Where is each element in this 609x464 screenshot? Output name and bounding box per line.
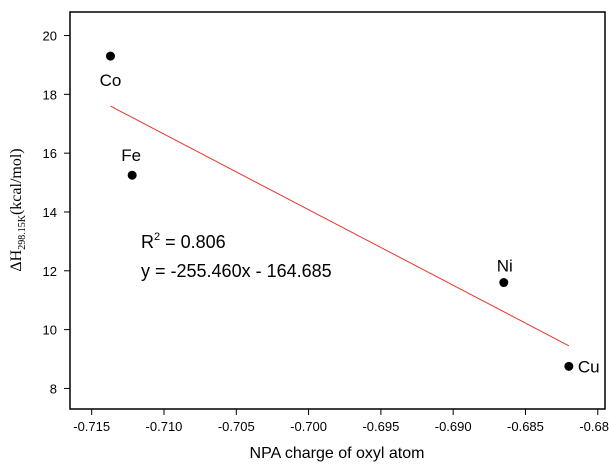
data-point-co [105, 51, 115, 61]
r-squared-annotation: R2 = 0.806 [141, 231, 226, 252]
plot-frame [69, 11, 606, 410]
point-label-cu: Cu [578, 357, 600, 376]
y-axis-ticks: 8 10 12 14 16 18 20 [43, 29, 70, 396]
x-tick-label: -0.685 [507, 419, 544, 434]
data-points [105, 51, 574, 371]
data-point-cu [564, 361, 574, 371]
r-squared-base: R [141, 232, 154, 252]
y-axis-title: ΔH298.15K(kcal/mol) [8, 148, 28, 271]
x-tick-label: -0.690 [435, 419, 472, 434]
y-tick-label: 14 [43, 205, 57, 220]
y-tick-label: 8 [50, 381, 57, 396]
r-squared-superscript: 2 [154, 231, 160, 243]
y-axis-title-unit: (kcal/mol) [8, 148, 25, 215]
y-tick-label: 10 [43, 323, 57, 338]
data-point-labels: Co Fe Ni Cu [100, 71, 600, 376]
point-label-co: Co [100, 71, 122, 90]
x-axis-ticks: -0.715 -0.710 -0.705 -0.700 -0.695 -0.690 -0.6… [73, 409, 609, 434]
regression-equation: y = -255.460x - 164.685 [141, 261, 332, 281]
x-tick-label: -0.715 [73, 419, 110, 434]
x-axis-title: NPA charge of oxyl atom [250, 445, 425, 462]
y-axis-title-subscript: 298.15K [17, 214, 28, 250]
x-tick-label: -0.700 [290, 419, 327, 434]
point-label-ni: Ni [497, 257, 513, 276]
y-axis-title-main: ΔH [8, 249, 25, 271]
y-tick-label: 12 [43, 264, 57, 279]
trend-line [110, 105, 570, 347]
x-tick-label: -0.710 [146, 419, 183, 434]
x-tick-label: -0.680 [579, 419, 609, 434]
point-label-fe: Fe [121, 146, 141, 165]
x-tick-label: -0.695 [362, 419, 399, 434]
y-tick-label: 18 [43, 87, 57, 102]
x-tick-label: -0.705 [218, 419, 255, 434]
data-point-fe [127, 170, 137, 180]
y-tick-label: 20 [43, 29, 57, 44]
data-point-ni [499, 278, 509, 288]
y-tick-label: 16 [43, 146, 57, 161]
r-squared-value: = 0.806 [160, 232, 226, 252]
